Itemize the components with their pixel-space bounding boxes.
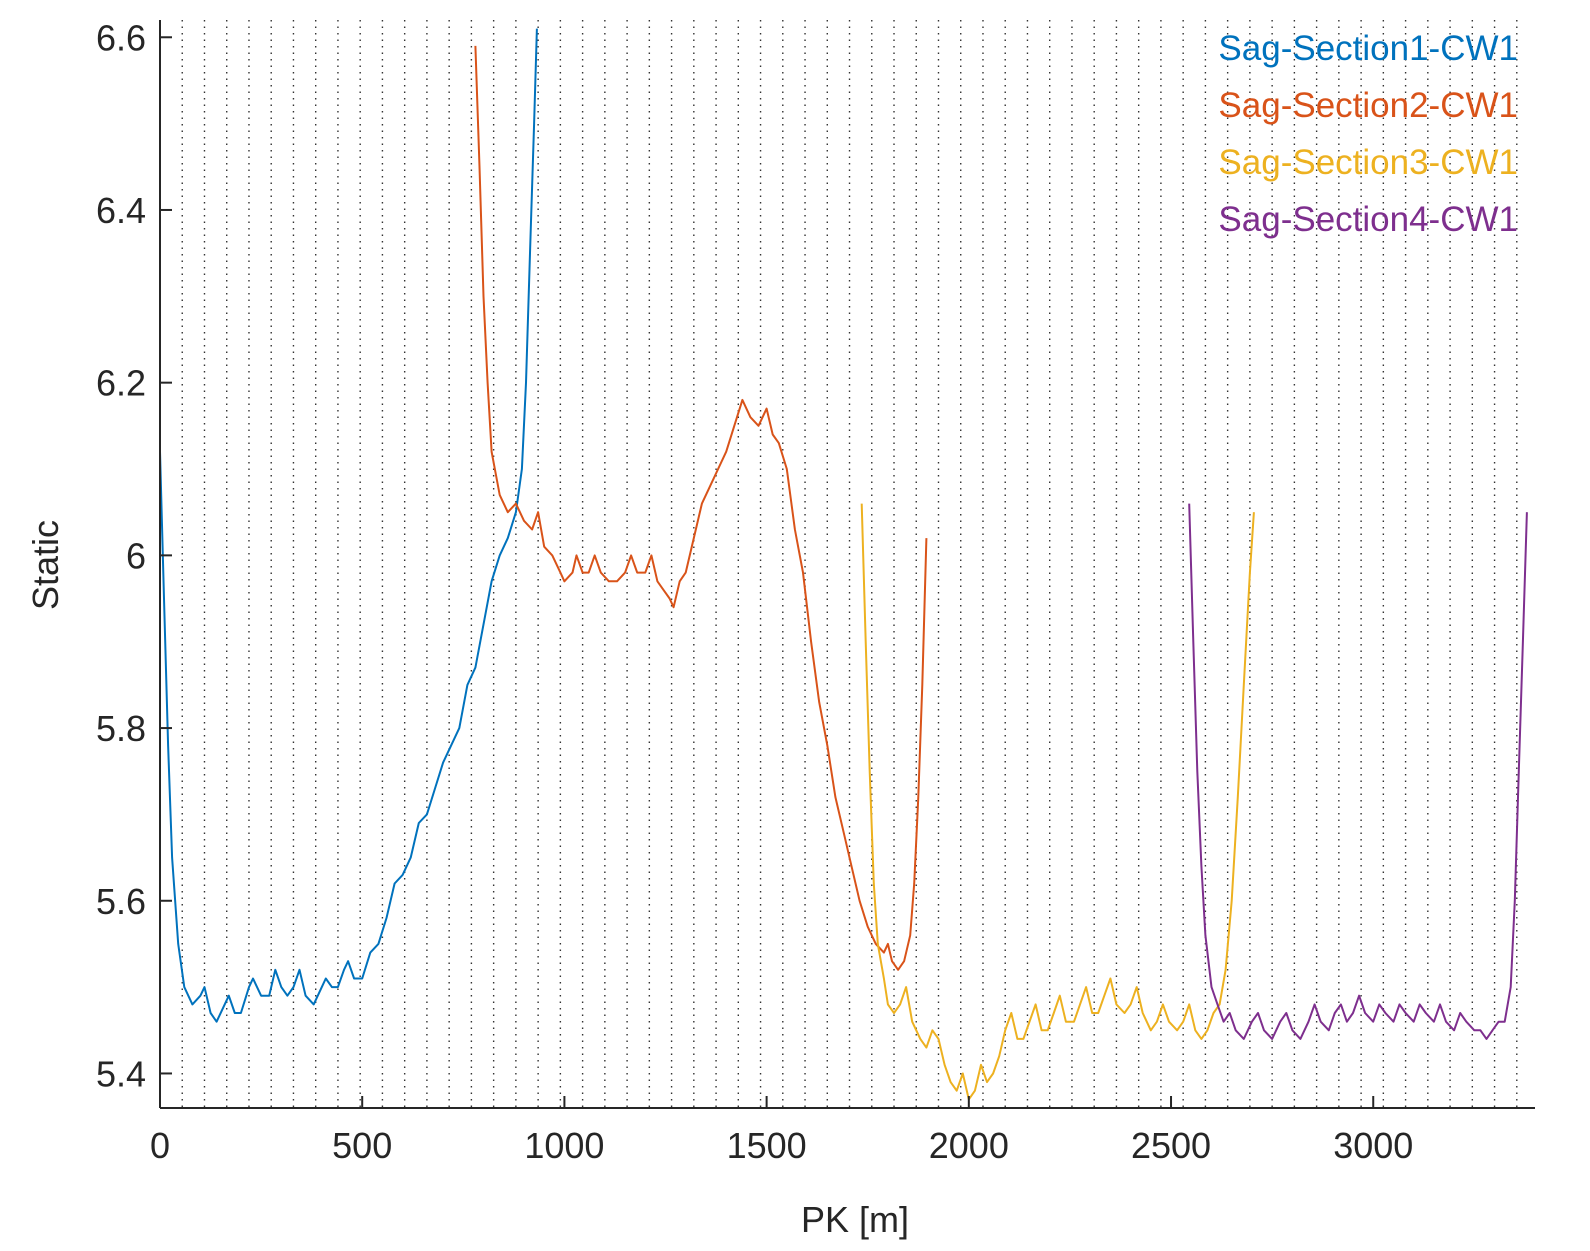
x-tick-label: 0 [150,1125,170,1166]
x-tick-labels: 0 500 1000 1500 2000 2500 3000 [150,1125,1413,1166]
x-tick-label: 1000 [524,1125,604,1166]
series-line-2 [474,45,928,971]
y-tick-labels: 5.4 5.6 5.8 6 6.2 6.4 6.6 [96,17,146,1094]
series-line-3 [860,503,1255,1101]
legend-entry-1: Sag-Section1-CW1 [1218,29,1518,68]
series-line-4 [1188,503,1528,1040]
x-tick-label: 2000 [929,1125,1009,1166]
y-tick-label: 5.4 [96,1053,146,1094]
x-axis-label: PK [m] [801,1199,909,1240]
legend-entry-3: Sag-Section3-CW1 [1218,143,1518,182]
y-tick-label: 5.6 [96,881,146,922]
y-tick-label: 6 [126,535,146,576]
series-group [159,28,1528,1101]
legend: Sag-Section1-CW1 Sag-Section2-CW1 Sag-Sect… [1218,29,1518,239]
y-tick-label: 6.6 [96,17,146,58]
y-tick-label: 5.8 [96,708,146,749]
axes [159,20,1535,1109]
x-tick-label: 3000 [1333,1125,1413,1166]
x-tick-label: 1500 [727,1125,807,1166]
series-line-1 [159,28,538,1023]
y-axis-label: Static [25,520,66,610]
y-tick-label: 6.4 [96,190,146,231]
legend-entry-4: Sag-Section4-CW1 [1218,200,1518,239]
x-tick-label: 2500 [1131,1125,1211,1166]
legend-entry-2: Sag-Section2-CW1 [1218,86,1518,125]
y-tick-label: 6.2 [96,363,146,404]
x-tick-label: 500 [332,1125,392,1166]
